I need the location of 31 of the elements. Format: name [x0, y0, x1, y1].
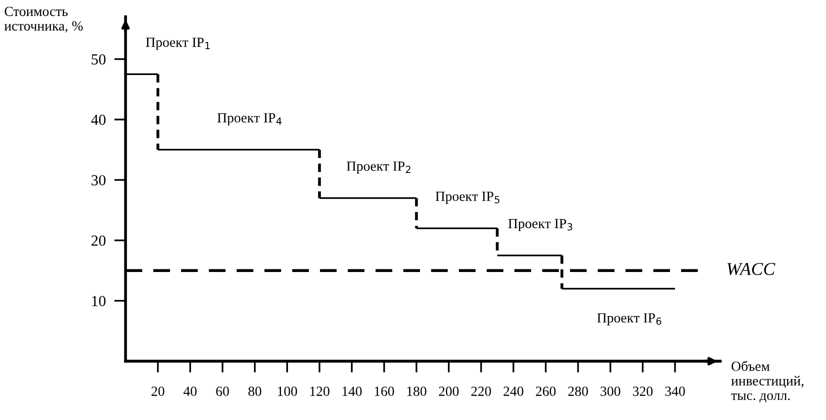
x-tick-label: 160 — [374, 386, 394, 396]
x-tick-label: 180 — [407, 386, 426, 396]
x-tick-label: 280 — [568, 386, 588, 396]
annotation: Проект IP$_{2}$ — [346, 162, 410, 174]
y-tick-label: 40 — [91, 114, 106, 125]
x-tick-label: 20 — [152, 386, 164, 396]
x-tick-label: 40 — [184, 386, 197, 396]
annotation: Проект IP$_{1}$ — [146, 38, 210, 50]
x-tick-label: 80 — [248, 386, 262, 396]
x-tick-label: 220 — [471, 386, 491, 396]
x-tick-label: 140 — [342, 386, 362, 396]
y-tick-label: 10 — [92, 296, 106, 306]
annotation: Проект IP$_{5}$ — [436, 192, 500, 204]
x-tick-label: 320 — [632, 386, 653, 396]
x-axis-title: Объем инвестиций, тыс. долл. — [731, 360, 804, 403]
x-tick-label: 240 — [504, 386, 524, 396]
y-axis-title: Стоимость источника, % — [4, 6, 83, 33]
ref-line-label: WACC — [727, 262, 776, 276]
y-tick-label: 50 — [92, 54, 106, 65]
y-tick-label: 20 — [92, 236, 106, 246]
y-tick-label: 30 — [92, 175, 106, 186]
x-tick-label: 260 — [536, 386, 556, 396]
x-tick-label: 200 — [438, 386, 459, 396]
annotation: Проект IP$_{4}$ — [217, 113, 282, 126]
x-tick-label: 300 — [600, 386, 620, 396]
x-tick-label: 100 — [278, 386, 298, 396]
annotation: Проект IP$_{3}$ — [508, 218, 572, 232]
x-tick-label: 60 — [216, 386, 229, 396]
x-tick-label: 340 — [665, 386, 685, 396]
annotation: Проект IP$_{6}$ — [597, 313, 662, 326]
x-tick-label: 120 — [310, 386, 330, 396]
